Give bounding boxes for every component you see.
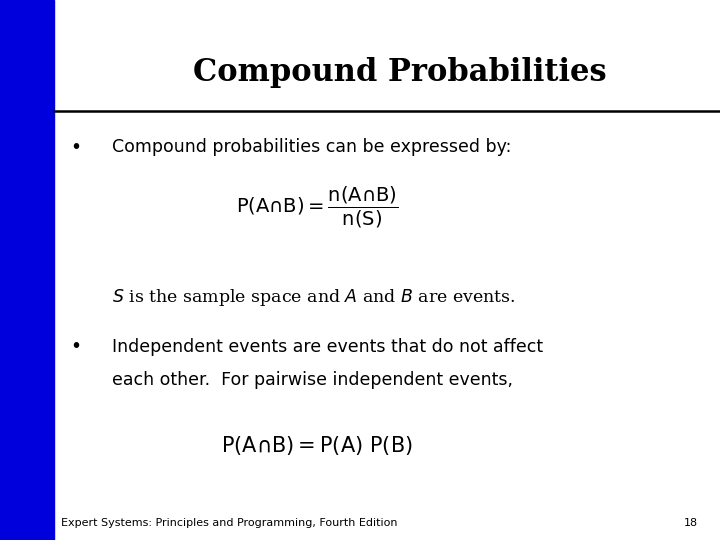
Text: $\mathit{S}$ is the sample space and $\mathit{A}$ and $\mathit{B}$ are events.: $\mathit{S}$ is the sample space and $\m…: [112, 287, 516, 308]
Text: each other.  For pairwise independent events,: each other. For pairwise independent eve…: [112, 371, 513, 389]
Text: $\mathrm{P(A{\cap}B){=}P(A)\ P(B)}$: $\mathrm{P(A{\cap}B){=}P(A)\ P(B)}$: [221, 434, 413, 457]
Text: Independent events are events that do not affect: Independent events are events that do no…: [112, 338, 543, 355]
Text: •: •: [70, 138, 81, 157]
Text: 18: 18: [684, 518, 698, 528]
Text: $\mathrm{P(A{\cap}B){=}\dfrac{n(A{\cap}B)}{n(S)}}$: $\mathrm{P(A{\cap}B){=}\dfrac{n(A{\cap}B…: [235, 185, 398, 231]
Text: •: •: [70, 338, 81, 356]
Bar: [0, 0, 54, 540]
Text: Compound probabilities can be expressed by:: Compound probabilities can be expressed …: [112, 138, 511, 156]
Text: Expert Systems: Principles and Programming, Fourth Edition: Expert Systems: Principles and Programmi…: [61, 518, 397, 528]
Text: Compound Probabilities: Compound Probabilities: [193, 57, 606, 87]
